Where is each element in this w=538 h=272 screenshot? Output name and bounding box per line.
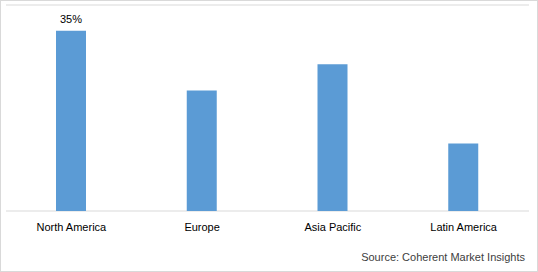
svg-text:Asia Pacific: Asia Pacific [304, 221, 361, 233]
svg-text:North America: North America [37, 221, 108, 233]
svg-text:Latin America: Latin America [430, 221, 498, 233]
svg-text:35%: 35% [60, 13, 82, 25]
svg-text:Europe: Europe [184, 221, 219, 233]
html-text:Source: Coherent Market Insigh: Source: Coherent Market Insights [361, 251, 525, 263]
